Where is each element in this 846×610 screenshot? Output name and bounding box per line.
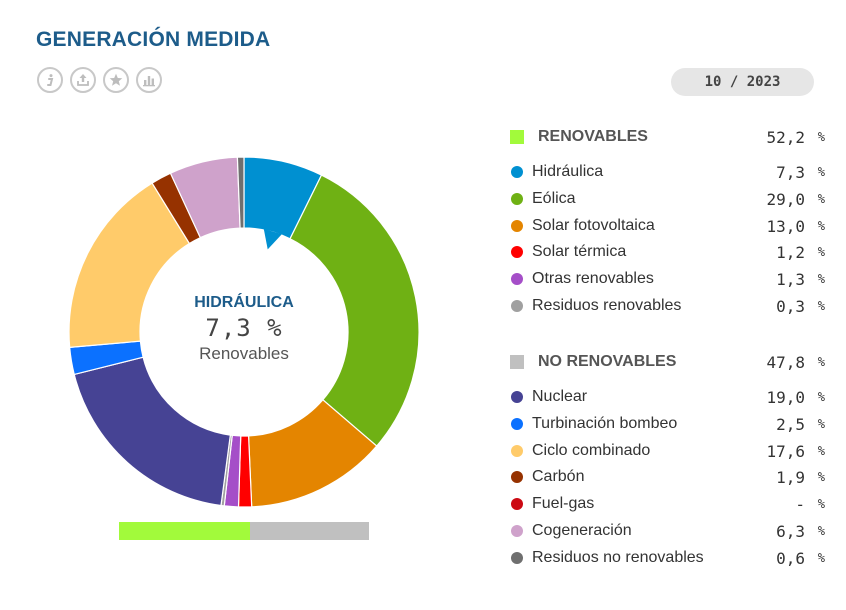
slice-eolica[interactable]	[289, 174, 420, 447]
legend-item-fuel-gas[interactable]: Fuel-gas -%	[505, 493, 825, 515]
legend-item-solar-termica[interactable]: Solar térmica 1,2%	[505, 241, 825, 263]
legend-item-carbon[interactable]: Carbón 1,9%	[505, 466, 825, 488]
legend-label: RENOVABLES	[538, 128, 648, 145]
legend-value: 52,2	[766, 127, 805, 147]
legend-label: Carbón	[532, 468, 585, 485]
legend-label: Ciclo combinado	[532, 442, 651, 459]
legend-marker	[511, 418, 523, 430]
legend-item-cogeneracion[interactable]: Cogeneración 6,3%	[505, 520, 825, 542]
legend-label: Solar fotovoltaica	[532, 217, 655, 234]
legend-unit: %	[817, 355, 825, 369]
legend-value: -	[795, 494, 805, 514]
legend-item-residuos-no-renovables[interactable]: Residuos no renovables 0,6%	[505, 547, 825, 569]
legend-value: 7,3	[776, 162, 805, 182]
legend-label: Hidráulica	[532, 163, 604, 180]
renewable-split-bar	[119, 522, 369, 540]
legend-marker	[511, 300, 523, 312]
center-series-group: Renovables	[199, 344, 289, 363]
legend-value: 1,9	[776, 467, 805, 487]
legend-item-ciclo-combinado[interactable]: Ciclo combinado 17,6%	[505, 440, 825, 462]
legend-unit: %	[817, 165, 825, 179]
legend-label: Nuclear	[532, 388, 588, 405]
legend-label: Eólica	[532, 190, 576, 207]
share-icon[interactable]	[70, 67, 96, 93]
legend-label: Residuos renovables	[532, 297, 682, 314]
legend-label: Solar térmica	[532, 243, 627, 260]
slice-nuclear[interactable]	[73, 356, 231, 507]
legend-label: Otras renovables	[532, 270, 654, 287]
legend-group-no-renovables[interactable]: NO RENOVABLES 47,8%	[505, 351, 825, 373]
legend-unit: %	[817, 390, 825, 404]
legend-value: 1,2	[776, 242, 805, 262]
legend-group-marker	[510, 355, 524, 369]
slice-residuos-no-renovables[interactable]	[236, 156, 245, 229]
legend-marker	[511, 498, 523, 510]
center-series-value: 7,3 %	[205, 314, 283, 342]
legend-unit: %	[817, 245, 825, 259]
legend-marker	[511, 246, 523, 258]
legend-label: NO RENOVABLES	[538, 353, 677, 370]
info-icon[interactable]	[37, 67, 63, 93]
legend-label: Residuos no renovables	[532, 549, 704, 566]
legend-item-nuclear[interactable]: Nuclear 19,0%	[505, 386, 825, 408]
legend-marker	[511, 552, 523, 564]
legend-unit: %	[817, 219, 825, 233]
legend-label: Turbinación bombeo	[532, 415, 678, 432]
legend-item-turbinacion-bombeo[interactable]: Turbinación bombeo 2,5%	[505, 413, 825, 435]
legend-unit: %	[817, 524, 825, 538]
legend-unit: %	[817, 192, 825, 206]
legend-item-hidraulica[interactable]: Hidráulica 7,3%	[505, 161, 825, 183]
legend-marker	[511, 273, 523, 285]
selected-slice-pointer	[263, 228, 282, 250]
legend-value: 29,0	[766, 189, 805, 209]
legend-marker	[511, 471, 523, 483]
chart-icon[interactable]	[136, 67, 162, 93]
legend-item-solar-fotovoltaica[interactable]: Solar fotovoltaica 13,0%	[505, 215, 825, 237]
legend-item-otras-renovables[interactable]: Otras renovables 1,3%	[505, 268, 825, 290]
split-bar-no-renovables	[249, 522, 369, 540]
legend-marker	[511, 445, 523, 457]
legend-unit: %	[817, 299, 825, 313]
legend-value: 17,6	[766, 441, 805, 461]
legend-item-eolica[interactable]: Eólica 29,0%	[505, 188, 825, 210]
legend-marker	[511, 166, 523, 178]
legend-group-marker	[510, 130, 524, 144]
page-title: GENERACIÓN MEDIDA	[36, 28, 271, 51]
legend-marker	[511, 391, 523, 403]
legend-item-residuos-renovables[interactable]: Residuos renovables 0,3%	[505, 295, 825, 317]
legend-value: 6,3	[776, 521, 805, 541]
legend-group-renovables[interactable]: RENOVABLES 52,2%	[505, 126, 825, 148]
center-series-name: HIDRÁULICA	[194, 294, 294, 311]
legend-value: 13,0	[766, 216, 805, 236]
legend-value: 0,3	[776, 296, 805, 316]
legend-unit: %	[817, 497, 825, 511]
legend-value: 1,3	[776, 269, 805, 289]
legend-label: Cogeneración	[532, 522, 632, 539]
legend-value: 19,0	[766, 387, 805, 407]
donut-center: HIDRÁULICA 7,3 % Renovables	[144, 294, 344, 364]
split-bar-renovables	[119, 522, 250, 540]
legend-value: 47,8	[766, 352, 805, 372]
legend-unit: %	[817, 417, 825, 431]
toolbar	[37, 67, 162, 93]
legend-unit: %	[817, 272, 825, 286]
date-selector[interactable]: 10 / 2023	[671, 68, 814, 96]
legend-value: 0,6	[776, 548, 805, 568]
legend-unit: %	[817, 470, 825, 484]
legend-marker	[511, 525, 523, 537]
legend-marker	[511, 220, 523, 232]
legend-marker	[511, 193, 523, 205]
legend-unit: %	[817, 444, 825, 458]
legend-value: 2,5	[776, 414, 805, 434]
legend-unit: %	[817, 130, 825, 144]
star-icon[interactable]	[103, 67, 129, 93]
legend-unit: %	[817, 551, 825, 565]
legend-label: Fuel-gas	[532, 495, 595, 512]
